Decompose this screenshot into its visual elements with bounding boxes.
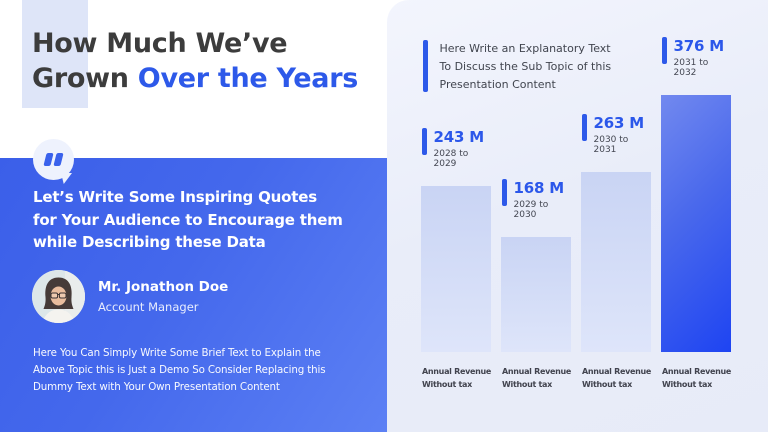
bar-caption: Annual Revenue Without tax — [422, 367, 492, 389]
bar-years: 2029 to 2030 — [513, 200, 549, 220]
bar-2031-2032 — [661, 95, 731, 352]
bar-caption: Annual Revenue Without tax — [502, 367, 572, 389]
quote-line: Let’s Write Some Inspiring Quotes — [33, 188, 317, 206]
bar-group-2031-2032: 376 M 2031 to 2032 Annual Revenue Withou… — [661, 0, 731, 389]
avatar — [32, 270, 85, 323]
bar-years: 2031 to 2032 — [673, 58, 709, 78]
bar-value-label: 376 M 2031 to 2032 — [662, 37, 731, 78]
bar-value-label: 243 M 2028 to 2029 — [422, 128, 491, 169]
bar-caption: Annual Revenue Without tax — [582, 367, 652, 389]
accent-bar — [502, 179, 507, 206]
bar-group-2030-2031: 263 M 2030 to 2031 Annual Revenue Withou… — [581, 0, 651, 389]
bar-group-2028-2029: 243 M 2028 to 2029 Annual Revenue Withou… — [421, 0, 491, 389]
body-line: Here You Can Simply Write Some Brief Tex… — [33, 347, 321, 359]
bar-value-label: 263 M 2030 to 2031 — [582, 114, 651, 155]
explanatory-line: Here Write an Explanatory Text — [439, 42, 611, 55]
title-highlight-rect — [22, 0, 88, 108]
quote-bubble-icon — [33, 139, 74, 180]
quote-line: for Your Audience to Encourage them — [33, 210, 343, 229]
bar-value: 263 M — [593, 114, 645, 132]
page-title: How Much We’ve Grown Over the Years — [32, 26, 358, 96]
body-line: Above Topic this is Just a Demo So Consi… — [33, 364, 326, 376]
person-block: Mr. Jonathon Doe Account Manager — [32, 270, 228, 323]
avatar-illustration — [32, 270, 85, 323]
person-role: Account Manager — [98, 300, 199, 314]
bar-value-label: 168 M 2029 to 2030 — [502, 179, 571, 220]
accent-bar — [422, 128, 427, 155]
title-line-2-highlight: Over the Years — [137, 63, 359, 94]
bar-value: 376 M — [673, 37, 725, 55]
body-text: Here You Can Simply Write Some Brief Tex… — [33, 345, 326, 396]
bar-years: 2030 to 2031 — [593, 135, 629, 155]
accent-bar — [582, 114, 587, 141]
quote-mark-icon — [43, 153, 54, 166]
bar-2028-2029 — [421, 186, 491, 352]
title-line-1: How Much We’ve — [32, 28, 288, 59]
explanatory-text: Here Write an Explanatory Text To Discus… — [440, 40, 612, 94]
accent-bar — [662, 37, 667, 64]
bar-2029-2030 — [501, 237, 571, 352]
quote-line: while Describing these Data — [33, 233, 266, 251]
person-name: Mr. Jonathon Doe — [98, 279, 229, 295]
quote-mark-icon — [53, 153, 64, 166]
bar-value: 168 M — [513, 179, 565, 197]
quote-text: Let’s Write Some Inspiring Quotes for Yo… — [33, 186, 343, 254]
bar-caption: Annual Revenue Without tax — [662, 367, 732, 389]
explanatory-note: Here Write an Explanatory Text To Discus… — [423, 40, 611, 94]
bar-2030-2031 — [581, 172, 651, 352]
quote-panel: Let’s Write Some Inspiring Quotes for Yo… — [0, 139, 387, 432]
explanatory-line: To Discuss the Sub Topic of this — [439, 60, 612, 73]
bar-group-2029-2030: 168 M 2029 to 2030 Annual Revenue Withou… — [501, 0, 571, 389]
person-texts: Mr. Jonathon Doe Account Manager — [98, 279, 228, 314]
accent-bar — [423, 40, 428, 92]
bar-years: 2028 to 2029 — [433, 149, 469, 169]
explanatory-line: Presentation Content — [439, 78, 556, 91]
title-line-2-dark: Grown — [32, 63, 138, 94]
bar-value: 243 M — [433, 128, 485, 146]
body-line: Dummy Text with Your Own Presentation Co… — [33, 381, 280, 393]
